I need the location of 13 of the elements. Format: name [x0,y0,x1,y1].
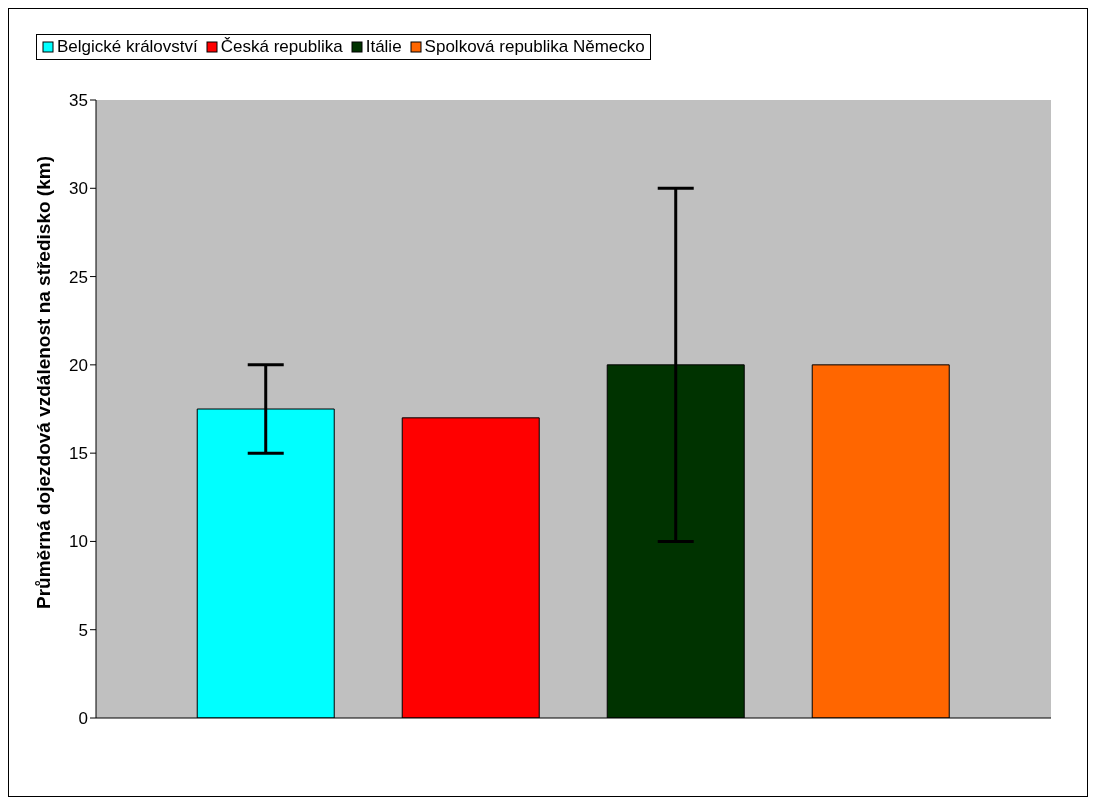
y-tick-label: 5 [78,620,88,640]
y-tick-label: 35 [69,91,88,111]
legend-label: Itálie [365,37,402,57]
y-tick-label: 20 [69,355,88,375]
legend-label: Spolková republika Německo [424,37,645,57]
y-tick-label: 0 [78,709,88,729]
legend-label: Belgické království [57,37,198,57]
y-tick-label: 10 [69,532,88,552]
y-axis-title: Průměrná dojezdová vzdálenost na středisko (km) [32,156,54,609]
y-tick-label: 15 [69,444,88,464]
y-tick-label: 30 [69,179,88,199]
y-tick-label: 25 [69,267,88,287]
legend-label: Česká republika [220,37,343,57]
